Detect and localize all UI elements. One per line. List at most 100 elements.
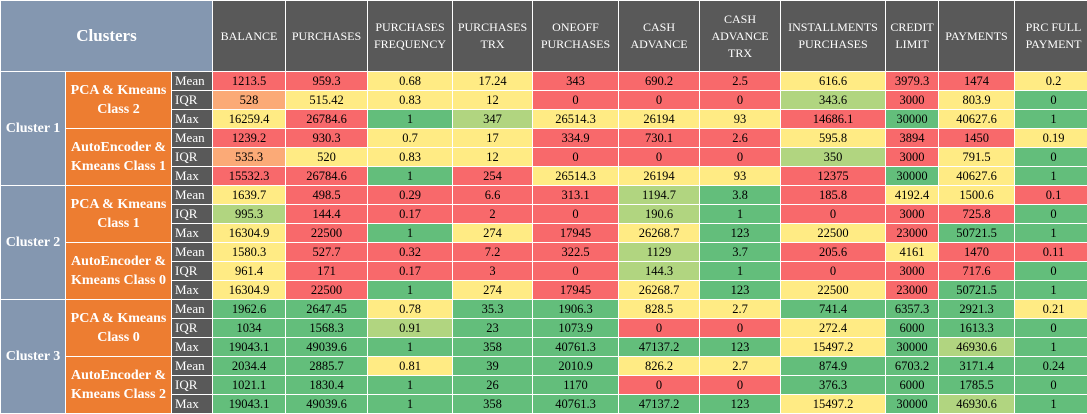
value-cell: 4192.4 [885,185,939,205]
value-cell: 874.9 [780,356,886,376]
stat-label: Max [171,394,213,414]
value-cell: 6.6 [452,185,533,205]
table-row: Max 19043.1 49039.6 1 358 40761.3 47137.2 123 15… [1,337,1087,357]
stat-label: Mean [171,128,213,148]
column-header: INSTALLMENTS PURCHASES [780,0,886,72]
value-cell: 959.3 [285,71,368,91]
value-cell: 123 [699,280,781,300]
value-cell: 2034.4 [212,356,286,376]
value-cell: 22500 [285,223,368,243]
value-cell: 0.91 [367,318,453,338]
value-cell: 49039.6 [285,337,368,357]
stat-label: Mean [171,185,213,205]
value-cell: 50721.5 [938,223,1015,243]
value-cell: 3000 [885,204,939,224]
value-cell: 0 [699,90,781,110]
value-cell: 26 [452,375,533,395]
value-cell: 0.24 [1014,356,1087,376]
value-cell: 26194 [618,166,700,186]
value-cell: 0.17 [367,204,453,224]
value-cell: 0 [1014,375,1087,395]
value-cell: 0.32 [367,242,453,262]
column-header: BALANCE [212,0,286,72]
value-cell: 1830.4 [285,375,368,395]
table-row: Max 16259.4 26784.6 1 347 26514.3 26194 93 14686… [1,109,1087,129]
value-cell: 272.4 [780,318,886,338]
value-cell: 15532.3 [212,166,286,186]
value-cell: 1021.1 [212,375,286,395]
stat-label: IQR [171,90,213,110]
value-cell: 0.78 [367,299,453,319]
value-cell: 1962.6 [212,299,286,319]
value-cell: 0.81 [367,356,453,376]
value-cell: 0.11 [1014,242,1087,262]
value-cell: 16304.9 [212,223,286,243]
stat-label: Mean [171,71,213,91]
stat-label: IQR [171,375,213,395]
value-cell: 30000 [885,337,939,357]
value-cell: 1 [1014,337,1087,357]
value-cell: 46930.6 [938,337,1015,357]
value-cell: 0 [699,375,781,395]
table-body: Cluster 1 PCA & Kmeans Class 2 Mean 1213.5 9… [0,71,1087,414]
value-cell: 1 [699,261,781,281]
value-cell: 16259.4 [212,109,286,129]
value-cell: 0.7 [367,128,453,148]
value-cell: 30000 [885,166,939,186]
table-row: Cluster 3 PCA & Kmeans Class 0 Mean 1962.6 2… [0,299,1087,414]
value-cell: 17 [452,128,533,148]
value-cell: 40627.6 [938,166,1015,186]
value-cell: 1906.3 [532,299,619,319]
value-cell: 791.5 [938,147,1015,167]
value-cell: 1 [367,223,453,243]
value-cell: 3171.4 [938,356,1015,376]
column-header: CREDIT LIMIT [885,0,939,72]
value-cell: 39 [452,356,533,376]
value-cell: 690.2 [618,71,700,91]
value-cell: 1500.6 [938,185,1015,205]
value-cell: 1073.9 [532,318,619,338]
value-cell: 190.6 [618,204,700,224]
value-cell: 40627.6 [938,109,1015,129]
value-cell: 730.1 [618,128,700,148]
value-cell: 3000 [885,147,939,167]
value-cell: 93 [699,109,781,129]
value-cell: 725.8 [938,204,1015,224]
value-cell: 23 [452,318,533,338]
value-cell: 19043.1 [212,394,286,414]
value-cell: 527.7 [285,242,368,262]
cluster-label: Cluster 1 [0,71,66,186]
value-cell: 0 [780,261,886,281]
column-header: CASH ADVANCE TRX [699,0,781,72]
value-cell: 15497.2 [780,337,886,357]
value-cell: 2.7 [699,356,781,376]
value-cell: 15497.2 [780,394,886,414]
value-cell: 376.3 [780,375,886,395]
value-cell: 6000 [885,318,939,338]
value-cell: 12 [452,147,533,167]
value-cell: 1034 [212,318,286,338]
stat-label: IQR [171,204,213,224]
stat-label: Max [171,166,213,186]
stat-label: Max [171,223,213,243]
value-cell: 535.3 [212,147,286,167]
value-cell: 17.24 [452,71,533,91]
value-cell: 1 [367,375,453,395]
value-cell: 254 [452,166,533,186]
value-cell: 23000 [885,223,939,243]
value-cell: 0.83 [367,147,453,167]
value-cell: 144.3 [618,261,700,281]
value-cell: 0 [699,147,781,167]
value-cell: 0.68 [367,71,453,91]
value-cell: 3.7 [699,242,781,262]
value-cell: 274 [452,280,533,300]
table-row: IQR 528 515.42 0.83 12 0 0 0 343.6 3000 803.9 0 [1,90,1087,110]
value-cell: 343 [532,71,619,91]
value-cell: 1194.7 [618,185,700,205]
value-cell: 22500 [780,223,886,243]
value-cell: 23000 [885,280,939,300]
value-cell: 498.5 [285,185,368,205]
value-cell: 26268.7 [618,223,700,243]
value-cell: 347 [452,109,533,129]
column-header: PRC FULL PAYMENT [1014,0,1087,72]
